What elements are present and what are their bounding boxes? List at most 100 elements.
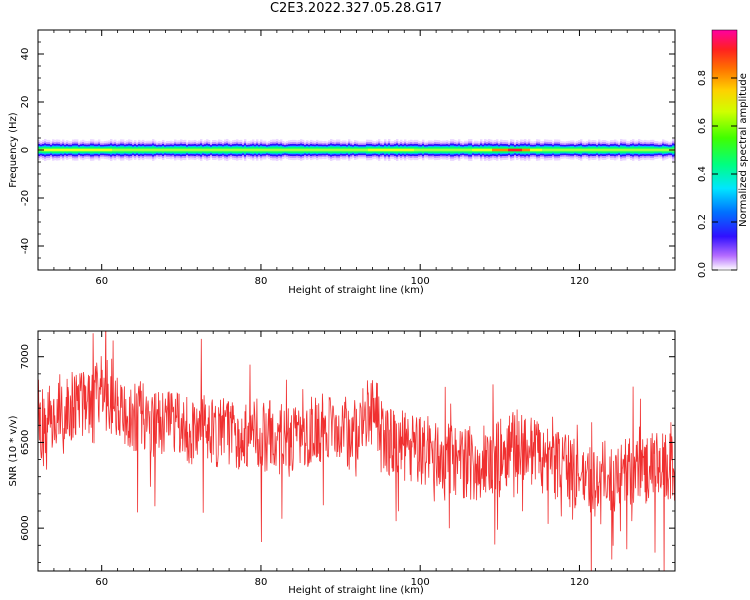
spectrogram-core-cell bbox=[192, 148, 195, 152]
spectrogram-ticks: 60 80 100 120 -40 -20 0 20 40 bbox=[20, 29, 676, 287]
spectrogram-core-cell bbox=[628, 148, 631, 152]
spectrogram-core-cell bbox=[348, 148, 351, 152]
spectrogram-core-cell bbox=[50, 148, 53, 152]
spectrogram-core-cell bbox=[242, 148, 245, 152]
spectrogram-core-cell bbox=[388, 148, 391, 152]
spectrogram-core-cell bbox=[278, 148, 281, 152]
spectrogram-core-cell bbox=[172, 148, 175, 152]
spectrogram-core-cell bbox=[426, 148, 429, 152]
spectrogram-core-cell bbox=[252, 148, 255, 152]
spectrogram-core-cell bbox=[106, 148, 109, 152]
spectrogram-core-cell bbox=[612, 148, 615, 152]
spectrogram-core-cell bbox=[386, 148, 389, 152]
colorbar-tick-label: 0.2 bbox=[697, 214, 708, 230]
spectrogram-core-cell bbox=[518, 148, 521, 152]
spectrogram-core-cell bbox=[618, 148, 621, 152]
spectrogram-core-cell bbox=[314, 148, 317, 152]
spectrogram-core-cell bbox=[184, 148, 187, 152]
spectrogram-core-cell bbox=[398, 148, 401, 152]
spectrogram-core-cell bbox=[422, 148, 425, 152]
spectrogram-core-cell bbox=[656, 148, 659, 152]
spectrogram-core-cell bbox=[394, 148, 397, 152]
spectrogram-core-cell bbox=[658, 148, 661, 152]
spectrogram-core-cell bbox=[582, 148, 585, 152]
colorbar-tick-label: 0.4 bbox=[697, 166, 708, 182]
spectrogram-core-cell bbox=[130, 148, 133, 152]
spectrogram-core-cell bbox=[154, 148, 157, 152]
spectrogram-core-cell bbox=[432, 148, 435, 152]
spectrogram-core-cell bbox=[408, 148, 411, 152]
spectrogram-core-cell bbox=[296, 148, 299, 152]
spectrogram-core-cell bbox=[90, 148, 93, 152]
spectrogram-core-cell bbox=[640, 148, 643, 152]
colorbar-tick-label: 0.0 bbox=[697, 262, 708, 278]
snr-y-label: SNR (10 * v/v) bbox=[8, 415, 19, 486]
spectrogram-core-cell bbox=[488, 148, 491, 152]
spectrogram-core-cell bbox=[484, 148, 487, 152]
spectrogram-x-label: Height of straight line (km) bbox=[288, 285, 424, 296]
spectrogram-core-cell bbox=[440, 148, 443, 152]
spectrogram-core-cell bbox=[494, 148, 497, 152]
spectrogram-core-cell bbox=[616, 148, 619, 152]
spectrogram-core-cell bbox=[352, 148, 355, 152]
spectrogram-core-cell bbox=[614, 148, 617, 152]
spectrogram-core-cell bbox=[620, 148, 623, 152]
spectrogram-core-cell bbox=[94, 148, 97, 152]
spectrogram-core-cell bbox=[412, 148, 415, 152]
spectrogram-core-cell bbox=[236, 148, 239, 152]
spectrogram-core-cell bbox=[62, 148, 65, 152]
spectrogram-core-cell bbox=[180, 148, 183, 152]
spectrogram-core-cell bbox=[230, 148, 233, 152]
spectrogram-core-cell bbox=[650, 148, 653, 152]
snr-panel: 60 80 100 120 6000 6500 7000 Height of straigh… bbox=[8, 330, 676, 596]
spectrogram-core-cell bbox=[476, 148, 479, 152]
spectrogram-core-cell bbox=[138, 148, 141, 152]
spectrogram-core-cell bbox=[530, 148, 533, 152]
snr-xtick-label: 80 bbox=[255, 577, 268, 588]
spectrogram-core-cell bbox=[102, 148, 105, 152]
spectrogram-core-cell bbox=[194, 148, 197, 152]
spectrogram-core-cell bbox=[126, 148, 129, 152]
spectrogram-core-cell bbox=[84, 148, 87, 152]
spectrogram-core-cell bbox=[396, 148, 399, 152]
spectrogram-core-cell bbox=[326, 148, 329, 152]
spectrogram-core-cell bbox=[124, 148, 127, 152]
spectrogram-core-cell bbox=[510, 148, 513, 152]
spectrogram-core-cell bbox=[548, 148, 551, 152]
spectrogram-core-cell bbox=[262, 148, 265, 152]
spectrogram-core-cell bbox=[254, 148, 257, 152]
spectrogram-core-cell bbox=[110, 148, 113, 152]
spectrogram-core-cell bbox=[204, 148, 207, 152]
spectrogram-core-cell bbox=[338, 148, 341, 152]
spectrogram-core-cell bbox=[256, 148, 259, 152]
spectrogram-core-cell bbox=[64, 148, 67, 152]
snr-ytick-label: 7000 bbox=[20, 344, 31, 369]
spectrogram-core-cell bbox=[302, 148, 305, 152]
snr-xtick-label: 120 bbox=[570, 577, 589, 588]
spectrogram-core-cell bbox=[636, 148, 639, 152]
spectrogram-panel: 60 80 100 120 -40 -20 0 20 40 Height of straight… bbox=[8, 29, 676, 296]
spectrogram-core-cell bbox=[448, 148, 451, 152]
colorbar-frame bbox=[711, 29, 738, 271]
spectrogram-core-cell bbox=[48, 148, 51, 152]
spectrogram-core-cell bbox=[454, 148, 457, 152]
spectrogram-core-cell bbox=[574, 148, 577, 152]
spectrogram-core-cell bbox=[438, 148, 441, 152]
spectrogram-core-cell bbox=[428, 148, 431, 152]
spectrogram-core-cell bbox=[54, 148, 57, 152]
spectrogram-core-cell bbox=[528, 148, 531, 152]
spectrogram-ytick-label: -40 bbox=[20, 238, 31, 254]
spectrogram-core-cell bbox=[632, 148, 635, 152]
spectrogram-core-cell bbox=[52, 148, 55, 152]
spectrogram-core-cell bbox=[318, 148, 321, 152]
spectrogram-core-cell bbox=[390, 148, 393, 152]
spectrogram-core-cell bbox=[586, 148, 589, 152]
spectrogram-core-cell bbox=[174, 148, 177, 152]
spectrogram-core-cell bbox=[356, 148, 359, 152]
spectrogram-core-cell bbox=[350, 148, 353, 152]
spectrogram-core-cell bbox=[474, 148, 477, 152]
spectrogram-core-cell bbox=[558, 148, 561, 152]
spectrogram-core-cell bbox=[610, 148, 613, 152]
snr-x-label: Height of straight line (km) bbox=[288, 585, 424, 596]
spectrogram-ytick-label: -20 bbox=[20, 190, 31, 206]
